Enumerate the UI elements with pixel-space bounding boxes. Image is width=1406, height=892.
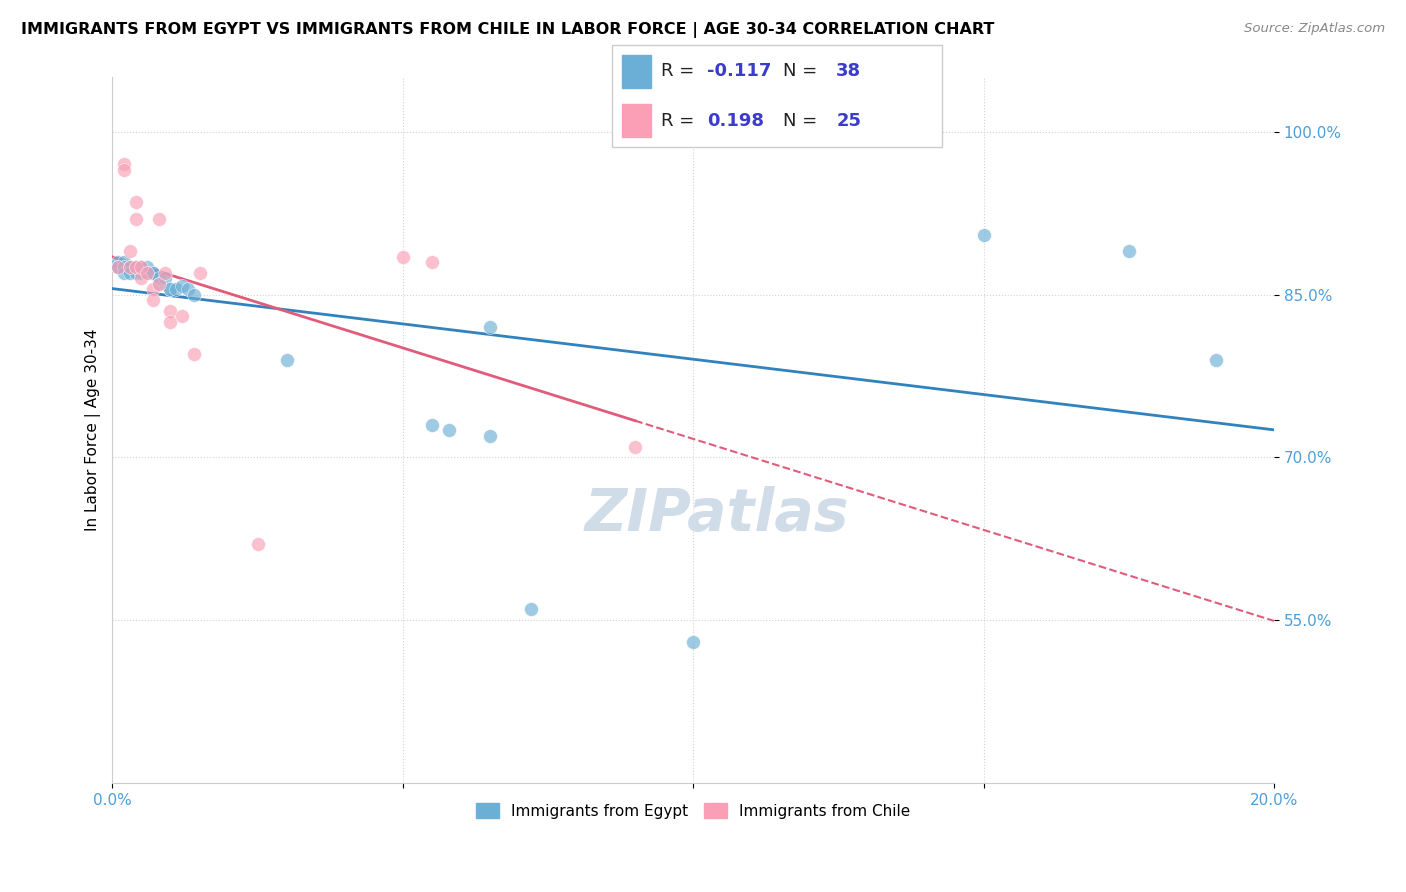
Point — [148, 277, 170, 291]
Text: -0.117: -0.117 — [707, 62, 772, 80]
Point — [188, 266, 211, 280]
Point — [153, 271, 176, 285]
Point — [142, 293, 165, 307]
Point — [131, 260, 153, 275]
Point — [246, 537, 269, 551]
Bar — [621, 55, 651, 87]
Point — [112, 157, 135, 171]
Point — [478, 320, 501, 334]
Text: R =: R = — [661, 112, 700, 129]
Point — [1205, 352, 1227, 367]
Text: ZIPatlas: ZIPatlas — [585, 486, 849, 543]
Point — [118, 266, 141, 280]
Point — [1118, 244, 1140, 259]
Point — [112, 266, 135, 280]
Point — [118, 260, 141, 275]
Text: R =: R = — [661, 62, 700, 80]
Point — [159, 282, 181, 296]
FancyBboxPatch shape — [612, 45, 942, 147]
Point — [624, 440, 647, 454]
Point — [131, 271, 153, 285]
Point — [420, 255, 443, 269]
Point — [124, 260, 146, 275]
Point — [142, 266, 165, 280]
Point — [107, 255, 129, 269]
Point — [136, 266, 159, 280]
Point — [136, 260, 159, 275]
Point — [177, 282, 200, 296]
Point — [142, 266, 165, 280]
Text: 38: 38 — [837, 62, 862, 80]
Point — [159, 282, 181, 296]
Point — [159, 303, 181, 318]
Y-axis label: In Labor Force | Age 30-34: In Labor Force | Age 30-34 — [86, 329, 101, 532]
Point — [165, 282, 187, 296]
Point — [136, 266, 159, 280]
Point — [107, 260, 129, 275]
Point — [112, 260, 135, 275]
Text: Source: ZipAtlas.com: Source: ZipAtlas.com — [1244, 22, 1385, 36]
Point — [478, 428, 501, 442]
Text: N =: N = — [783, 112, 824, 129]
Point — [439, 423, 461, 437]
Text: 0.198: 0.198 — [707, 112, 765, 129]
Point — [118, 244, 141, 259]
Point — [131, 260, 153, 275]
Point — [118, 260, 141, 275]
Point — [131, 266, 153, 280]
Point — [148, 277, 170, 291]
Point — [172, 310, 194, 324]
Text: IMMIGRANTS FROM EGYPT VS IMMIGRANTS FROM CHILE IN LABOR FORCE | AGE 30-34 CORREL: IMMIGRANTS FROM EGYPT VS IMMIGRANTS FROM… — [21, 22, 994, 38]
Point — [112, 162, 135, 177]
Point — [420, 417, 443, 432]
Point — [973, 227, 995, 242]
Point — [682, 635, 704, 649]
Point — [153, 266, 176, 280]
Point — [159, 315, 181, 329]
Point — [107, 260, 129, 275]
Point — [148, 211, 170, 226]
Point — [118, 260, 141, 275]
Legend: Immigrants from Egypt, Immigrants from Chile: Immigrants from Egypt, Immigrants from C… — [470, 797, 917, 825]
Point — [183, 347, 205, 361]
Point — [124, 260, 146, 275]
Point — [112, 260, 135, 275]
Point — [142, 282, 165, 296]
Point — [148, 271, 170, 285]
Point — [172, 278, 194, 293]
Point — [107, 260, 129, 275]
Point — [183, 287, 205, 301]
Point — [124, 211, 146, 226]
Point — [118, 260, 141, 275]
Point — [112, 255, 135, 269]
Point — [276, 352, 298, 367]
Point — [519, 602, 541, 616]
Point — [124, 195, 146, 210]
Point — [392, 250, 415, 264]
Text: 25: 25 — [837, 112, 862, 129]
Bar — [621, 104, 651, 137]
Text: N =: N = — [783, 62, 824, 80]
Point — [124, 266, 146, 280]
